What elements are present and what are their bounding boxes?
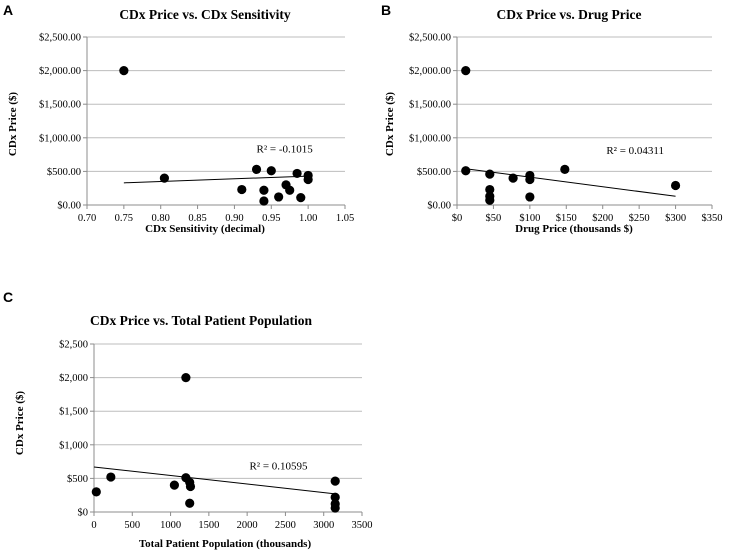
- panel-a-title: CDx Price vs. CDx Sensitivity: [119, 7, 291, 22]
- panel-b-data-point: [485, 184, 495, 195]
- panel-c-y-tick-label: $500: [67, 474, 88, 485]
- panel-a-y-tick-label: $500.00: [47, 167, 81, 178]
- panel-b-data-point: [670, 180, 681, 191]
- panel-c-y-axis-label: CDx Price ($): [14, 391, 26, 455]
- panel-a-x-tick-label: 1.00: [299, 213, 317, 224]
- panel-a-trendline: [123, 175, 309, 184]
- panel-b-y-tick-label: $2,000.00: [409, 66, 451, 77]
- panel-b-x-tick-label: $200: [592, 213, 613, 224]
- panel-b-x-tick-label: $250: [629, 213, 650, 224]
- panel-b-title: CDx Price vs. Drug Price: [496, 7, 641, 22]
- panel-b-y-axis-label: CDx Price ($): [384, 92, 396, 156]
- panel-a-data-point: [119, 66, 129, 76]
- panel-b-x-tick-label: $350: [702, 213, 723, 224]
- panel-b-y-tick-label: $0.00: [427, 201, 451, 212]
- panel-b-data-point: [461, 66, 471, 76]
- panel-b-x-axis-label: Drug Price (thousands $): [515, 223, 633, 235]
- panel-c-x-tick-label: 3000: [313, 520, 334, 531]
- panel-a-data-point: [237, 184, 247, 195]
- panel-c-x-tick-label: 2000: [237, 520, 258, 531]
- panel-b-r-squared: R² = 0.04311: [606, 145, 664, 157]
- panel-a-data-point: [251, 164, 262, 174]
- panel-c-x-tick-label: 500: [124, 520, 140, 531]
- panel-c-x-tick-label: 3500: [352, 520, 373, 531]
- panel-c-x-tick-label: 1500: [198, 520, 219, 531]
- panel-a-data-point: [259, 196, 269, 206]
- panel-a-y-tick-label: $2,000.00: [39, 66, 81, 77]
- panel-b-data-point: [525, 192, 535, 202]
- panel-b-data-point: [508, 173, 518, 183]
- panel-b-y-tick-label: $500.00: [417, 167, 451, 178]
- panel-a-x-tick-label: 0.80: [152, 213, 170, 224]
- panel-a-x-tick-label: 0.70: [78, 213, 96, 224]
- panel-c-data-point: [181, 373, 191, 383]
- panel-c-y-tick-label: $0: [78, 508, 89, 519]
- panel-a-r-squared: R² = -0.1015: [257, 144, 314, 156]
- panel-c-data-point: [91, 487, 101, 497]
- panel-a-data-point: [266, 166, 276, 176]
- panel-a-x-tick-label: 0.75: [115, 213, 133, 224]
- panel-a-data-point: [303, 174, 313, 185]
- panel-a-x-tick-label: 0.95: [262, 213, 280, 224]
- panel-c-trendline: [93, 466, 336, 495]
- panel-a-data-point: [259, 185, 269, 195]
- panel-b-data-point: [485, 169, 495, 179]
- panel-b-data-point: [525, 174, 535, 185]
- panel-b-y-tick-label: $1,000.00: [409, 133, 451, 144]
- panel-a-y-tick-label: $2,500.00: [39, 33, 81, 44]
- panel-a-data-point: [292, 168, 302, 179]
- panel-b-x-tick-label: $0: [452, 213, 463, 224]
- panel-a-data-point: [274, 192, 284, 202]
- panel-b-y-tick-label: $2,500.00: [409, 33, 451, 44]
- panel-c-data-point: [185, 481, 196, 492]
- panel-c: C CDx Price vs. Total Patient Population…: [3, 289, 373, 550]
- panel-c-y-tick-label: $2,500: [59, 340, 88, 351]
- panel-c-x-tick-label: 2500: [275, 520, 296, 531]
- panel-c-y-tick-label: $2,000: [59, 373, 88, 384]
- panel-b: B CDx Price vs. Drug Price Drug Price (t…: [381, 2, 723, 235]
- panel-b-data-point: [485, 195, 495, 205]
- panel-c-x-tick-label: 0: [91, 520, 96, 531]
- panel-b-x-tick-label: $50: [486, 213, 502, 224]
- panel-b-x-tick-label: $100: [519, 213, 540, 224]
- panel-c-y-tick-label: $1,500: [59, 407, 88, 418]
- panel-a-data-point: [285, 185, 295, 195]
- panel-a-x-tick-label: 0.90: [225, 213, 243, 224]
- panel-c-data-point: [185, 498, 195, 508]
- panel-b-trendline: [465, 168, 676, 197]
- panel-a-letter: A: [3, 2, 13, 18]
- panel-c-data-point: [330, 503, 340, 513]
- panel-b-letter: B: [381, 2, 391, 18]
- panel-a-y-tick-label: $0.00: [57, 201, 81, 212]
- panel-a-data-point: [159, 173, 169, 183]
- panel-c-data-point: [169, 480, 179, 490]
- panel-c-data-point: [330, 476, 340, 486]
- panel-c-data-point: [106, 472, 116, 482]
- panel-c-x-axis-label: Total Patient Population (thousands): [139, 538, 312, 550]
- panel-a-x-axis-label: CDx Sensitivity (decimal): [145, 223, 265, 235]
- panel-a-y-tick-label: $1,500.00: [39, 100, 81, 111]
- panel-c-y-tick-label: $1,000: [59, 440, 88, 451]
- panel-b-x-tick-label: $150: [556, 213, 577, 224]
- panel-c-letter: C: [3, 289, 13, 305]
- panel-c-x-tick-label: 1000: [160, 520, 181, 531]
- panel-b-x-tick-label: $300: [665, 213, 686, 224]
- panel-b-data-point: [461, 166, 471, 176]
- panel-a: A CDx Price vs. CDx Sensitivity CDx Sens…: [3, 2, 354, 235]
- panel-a-x-tick-label: 0.85: [188, 213, 206, 224]
- panel-b-data-point: [560, 164, 570, 174]
- panel-a-y-axis-label: CDx Price ($): [7, 92, 19, 156]
- panel-a-y-tick-label: $1,000.00: [39, 133, 81, 144]
- panel-a-data-point: [296, 193, 306, 203]
- panel-c-title: CDx Price vs. Total Patient Population: [90, 313, 312, 328]
- panel-c-r-squared: R² = 0.10595: [249, 461, 308, 473]
- panel-a-x-tick-label: 1.05: [336, 213, 354, 224]
- panel-c-data-point: [330, 492, 340, 502]
- panel-b-y-tick-label: $1,500.00: [409, 100, 451, 111]
